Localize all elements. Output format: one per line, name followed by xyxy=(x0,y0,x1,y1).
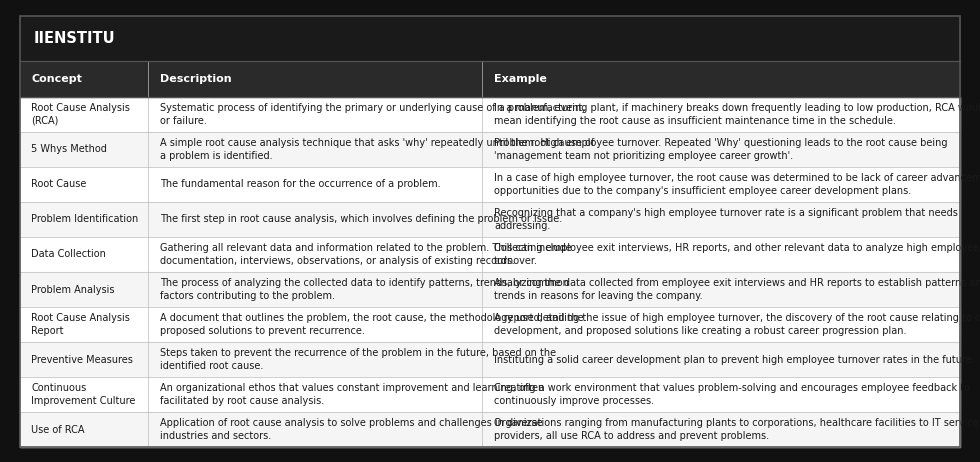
Text: Creating a work environment that values problem-solving and encourages employee : Creating a work environment that values … xyxy=(494,383,970,406)
Text: Organizations ranging from manufacturing plants to corporations, healthcare faci: Organizations ranging from manufacturing… xyxy=(494,418,979,441)
Text: Recognizing that a company's high employee turnover rate is a significant proble: Recognizing that a company's high employ… xyxy=(494,208,958,231)
Bar xyxy=(20,342,960,377)
Text: Data Collection: Data Collection xyxy=(31,249,106,260)
Text: Continuous
Improvement Culture: Continuous Improvement Culture xyxy=(31,383,136,406)
Text: Preventive Measures: Preventive Measures xyxy=(31,355,133,365)
Text: The process of analyzing the collected data to identify patterns, trends, or com: The process of analyzing the collected d… xyxy=(161,278,569,301)
Text: In a manufacturing plant, if machinery breaks down frequently leading to low pro: In a manufacturing plant, if machinery b… xyxy=(494,103,980,126)
Bar xyxy=(20,202,960,237)
Bar xyxy=(20,61,960,97)
Text: Problem Identification: Problem Identification xyxy=(31,214,138,225)
Bar xyxy=(20,307,960,342)
Text: Root Cause: Root Cause xyxy=(31,179,87,189)
Text: Root Cause Analysis
(RCA): Root Cause Analysis (RCA) xyxy=(31,103,130,126)
Text: Systematic process of identifying the primary or underlying cause of a problem, : Systematic process of identifying the pr… xyxy=(161,103,586,126)
Text: Application of root cause analysis to solve problems and challenges in diverse
i: Application of root cause analysis to so… xyxy=(161,418,543,441)
Text: A simple root cause analysis technique that asks 'why' repeatedly until the root: A simple root cause analysis technique t… xyxy=(161,138,595,161)
Text: The fundamental reason for the occurrence of a problem.: The fundamental reason for the occurrenc… xyxy=(161,179,441,189)
Text: Problem Analysis: Problem Analysis xyxy=(31,285,115,294)
Text: A report detailing the issue of high employee turnover, the discovery of the roo: A report detailing the issue of high emp… xyxy=(494,313,980,336)
Text: Gathering all relevant data and information related to the problem. This can inc: Gathering all relevant data and informat… xyxy=(161,243,572,266)
Bar xyxy=(20,237,960,272)
Text: Use of RCA: Use of RCA xyxy=(31,425,85,435)
Bar xyxy=(20,167,960,202)
Bar xyxy=(20,412,960,447)
Text: The first step in root cause analysis, which involves defining the problem or is: The first step in root cause analysis, w… xyxy=(161,214,563,225)
Text: Collecting employee exit interviews, HR reports, and other relevant data to anal: Collecting employee exit interviews, HR … xyxy=(494,243,979,266)
Text: Example: Example xyxy=(494,74,547,84)
Text: In a case of high employee turnover, the root cause was determined to be lack of: In a case of high employee turnover, the… xyxy=(494,173,980,196)
Bar xyxy=(20,377,960,412)
Text: Instituting a solid career development plan to prevent high employee turnover ra: Instituting a solid career development p… xyxy=(494,355,975,365)
Bar xyxy=(20,272,960,307)
Text: Steps taken to prevent the recurrence of the problem in the future, based on the: Steps taken to prevent the recurrence of… xyxy=(161,348,557,371)
Bar xyxy=(20,97,960,132)
Bar xyxy=(20,132,960,167)
Text: An organizational ethos that values constant improvement and learning, often
fac: An organizational ethos that values cons… xyxy=(161,383,545,406)
Text: Root Cause Analysis
Report: Root Cause Analysis Report xyxy=(31,313,130,336)
Bar xyxy=(20,16,960,61)
Text: IIENSTITU: IIENSTITU xyxy=(33,31,115,46)
Text: Problem: High employee turnover. Repeated 'Why' questioning leads to the root ca: Problem: High employee turnover. Repeate… xyxy=(494,138,948,161)
Text: Analyzing the data collected from employee exit interviews and HR reports to est: Analyzing the data collected from employ… xyxy=(494,278,980,301)
Text: Description: Description xyxy=(161,74,232,84)
Text: A document that outlines the problem, the root cause, the methodology used, and : A document that outlines the problem, th… xyxy=(161,313,584,336)
Text: 5 Whys Method: 5 Whys Method xyxy=(31,144,107,154)
Text: Concept: Concept xyxy=(31,74,82,84)
